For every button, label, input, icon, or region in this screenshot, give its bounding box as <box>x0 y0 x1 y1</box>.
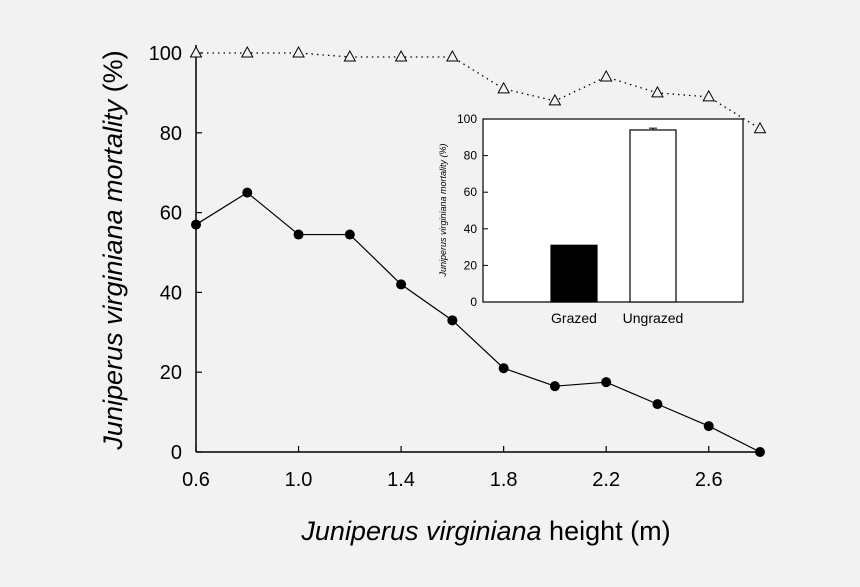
data-point <box>652 399 663 410</box>
inset-bar <box>629 129 677 303</box>
data-point <box>394 49 408 62</box>
data-point <box>703 421 714 432</box>
y-tick-label: 60 <box>160 203 182 225</box>
x-tick-label: 2.6 <box>695 469 723 491</box>
inset-plot-frame <box>482 118 744 303</box>
data-point <box>293 229 304 240</box>
inset-y-tick-label: 100 <box>457 112 477 126</box>
data-point <box>548 93 562 106</box>
inset-y-tick-label: 60 <box>464 185 478 199</box>
y-tick-label: 100 <box>149 43 182 65</box>
y-tick-label: 80 <box>160 123 182 145</box>
data-point <box>497 81 510 94</box>
data-point <box>447 315 458 326</box>
x-tick-label: 2.2 <box>592 469 620 491</box>
data-point <box>343 49 357 62</box>
data-point <box>446 49 459 62</box>
data-point <box>599 69 613 82</box>
series-line <box>195 191 761 453</box>
data-point <box>344 229 355 240</box>
y-axis-title: Juniperus virginiana mortality (%) <box>98 50 128 450</box>
data-point <box>755 447 765 457</box>
inset-y-tick-label: 80 <box>464 149 478 163</box>
data-point <box>292 45 305 58</box>
x-tick-label: 0.6 <box>182 469 210 491</box>
data-point <box>242 187 253 198</box>
x-tick-label: 1.0 <box>285 469 313 491</box>
data-point <box>240 45 254 58</box>
data-point <box>549 381 560 392</box>
data-point <box>651 85 664 98</box>
inset-category-label: Ungrazed <box>623 310 684 326</box>
x-axis-title: Juniperus virginiana height (m) <box>300 516 670 546</box>
main-plot: 0 20 40 60 80 100 0.6 1.0 1.4 1.8 2.2 2.6 Juniperus … <box>98 43 767 546</box>
data-point <box>702 89 716 102</box>
data-point <box>396 279 407 290</box>
inset-y-axis-title: Juniperus virginiana mortality (%) <box>438 143 448 277</box>
data-point <box>601 377 612 388</box>
inset-category-label: Grazed <box>551 310 597 326</box>
x-tick-label: 1.4 <box>387 469 415 491</box>
data-point <box>191 219 201 230</box>
y-tick-label: 20 <box>160 362 182 384</box>
inset-y-tick-label: 0 <box>470 295 477 309</box>
data-point <box>498 363 509 374</box>
y-tick-label: 40 <box>160 282 182 304</box>
inset-bar-chart: 0 20 40 60 80 100 Juniperus virginiana mortali… <box>438 112 744 326</box>
series-line <box>196 52 761 130</box>
inset-bar <box>550 244 598 303</box>
data-point <box>189 45 203 58</box>
inset-y-tick-label: 20 <box>464 258 478 272</box>
y-tick-label: 0 <box>171 442 182 464</box>
inset-y-tick-label: 40 <box>464 222 478 236</box>
data-point <box>753 121 767 134</box>
x-tick-label: 1.8 <box>490 469 518 491</box>
